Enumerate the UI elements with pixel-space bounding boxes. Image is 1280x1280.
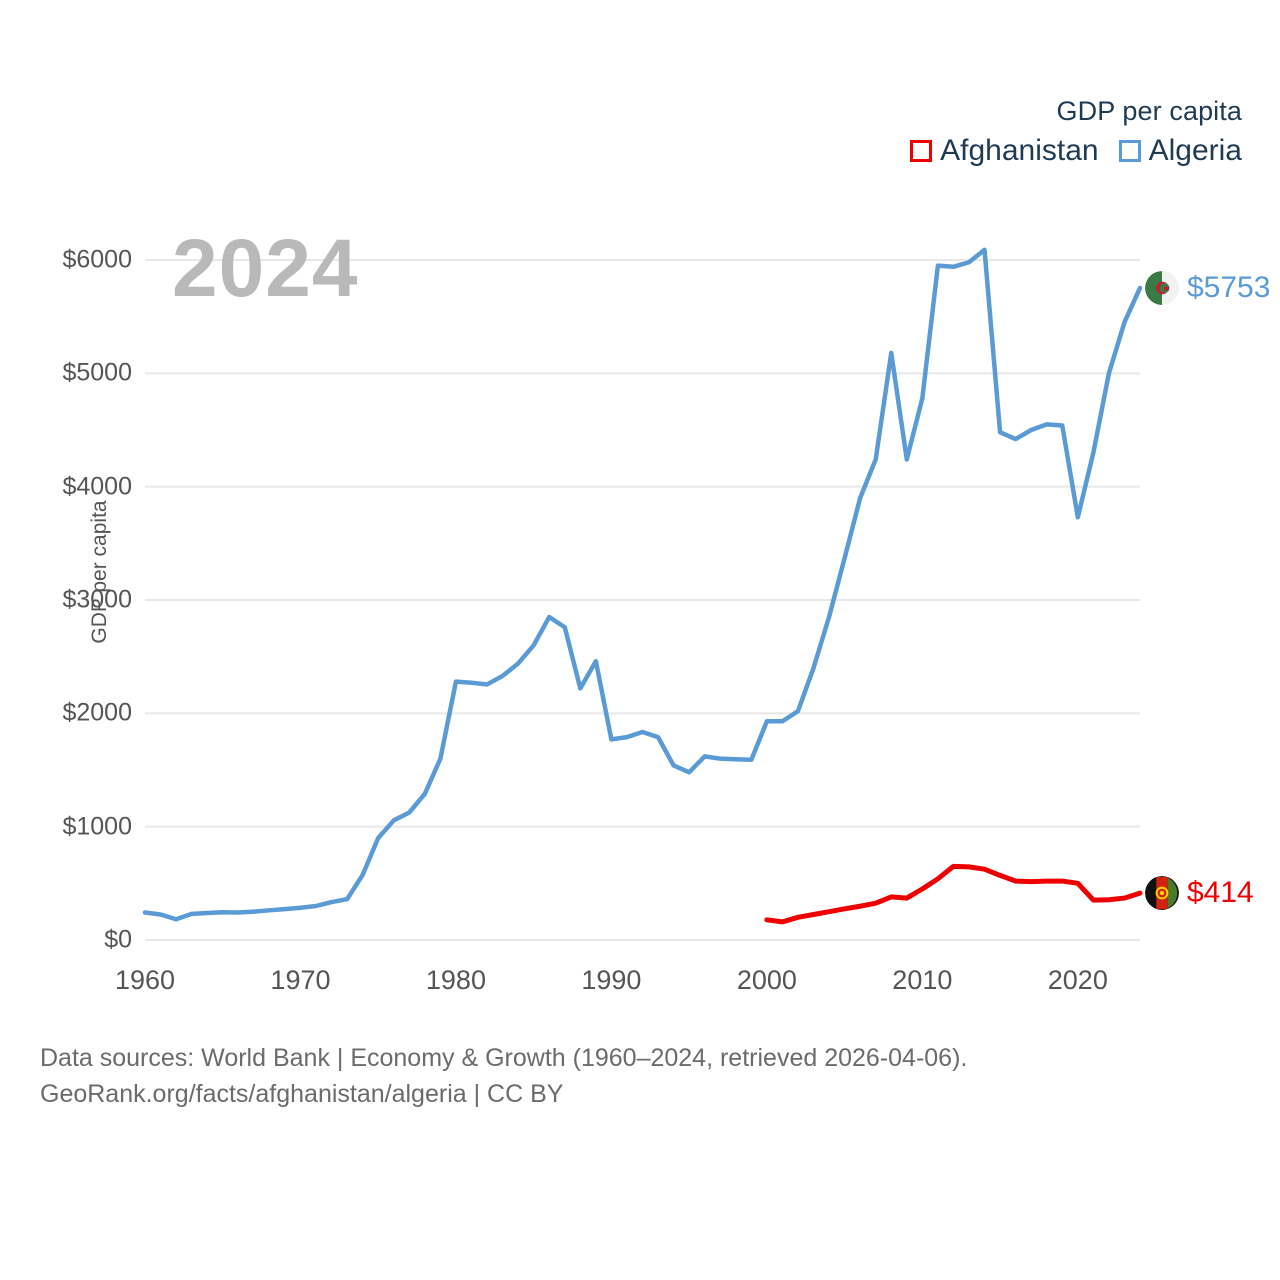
series-line-afghanistan [764,863,1143,925]
afghanistan-flag-icon [1145,876,1179,911]
x-tick-label: 1980 [425,965,486,995]
y-tick-label: $1000 [62,812,132,841]
series-line-algeria [142,247,1143,922]
y-axis-label: GDP per capita [88,500,111,644]
y-tick-label: $0 [104,925,132,954]
legend-title: GDP per capita [1056,96,1242,126]
x-tick-label: 2020 [1047,965,1108,995]
legend-swatch-icon [1118,140,1141,162]
afghanistan-end-value: $414 [1187,876,1254,910]
algeria-flag-icon [1145,270,1179,305]
x-tick-label: 1990 [581,965,642,995]
legend-items: Afghanistan Algeria [910,134,1242,168]
y-tick-label: $4000 [62,472,132,501]
legend-item-afghanistan[interactable]: Afghanistan [910,134,1099,168]
chart-footer: Data sources: World Bank | Economy & Gro… [40,1040,967,1113]
x-tick-label: 2000 [736,965,797,995]
algeria-end-value: $5753 [1187,270,1271,304]
x-tick-label: 1960 [114,965,176,995]
footer-data-sources: Data sources: World Bank | Economy & Gro… [40,1044,968,1072]
y-tick-label: $2000 [62,698,132,727]
legend-item-algeria[interactable]: Algeria [1118,134,1242,168]
y-tick-label: $3000 [62,585,132,614]
legend-item-label: Afghanistan [940,134,1099,167]
legend-swatch-icon [910,140,933,162]
year-watermark: 2024 [172,223,359,314]
legend-item-label: Algeria [1148,134,1242,167]
y-tick-label: $6000 [62,245,132,274]
x-tick-label: 2010 [892,965,953,995]
x-tick-label: 1970 [270,965,331,995]
chart-legend: GDP per capita Afghanistan Algeria [910,96,1242,168]
y-tick-label: $5000 [62,358,132,387]
footer-attribution: GeoRank.org/facts/afghanistan/algeria | … [40,1080,564,1109]
